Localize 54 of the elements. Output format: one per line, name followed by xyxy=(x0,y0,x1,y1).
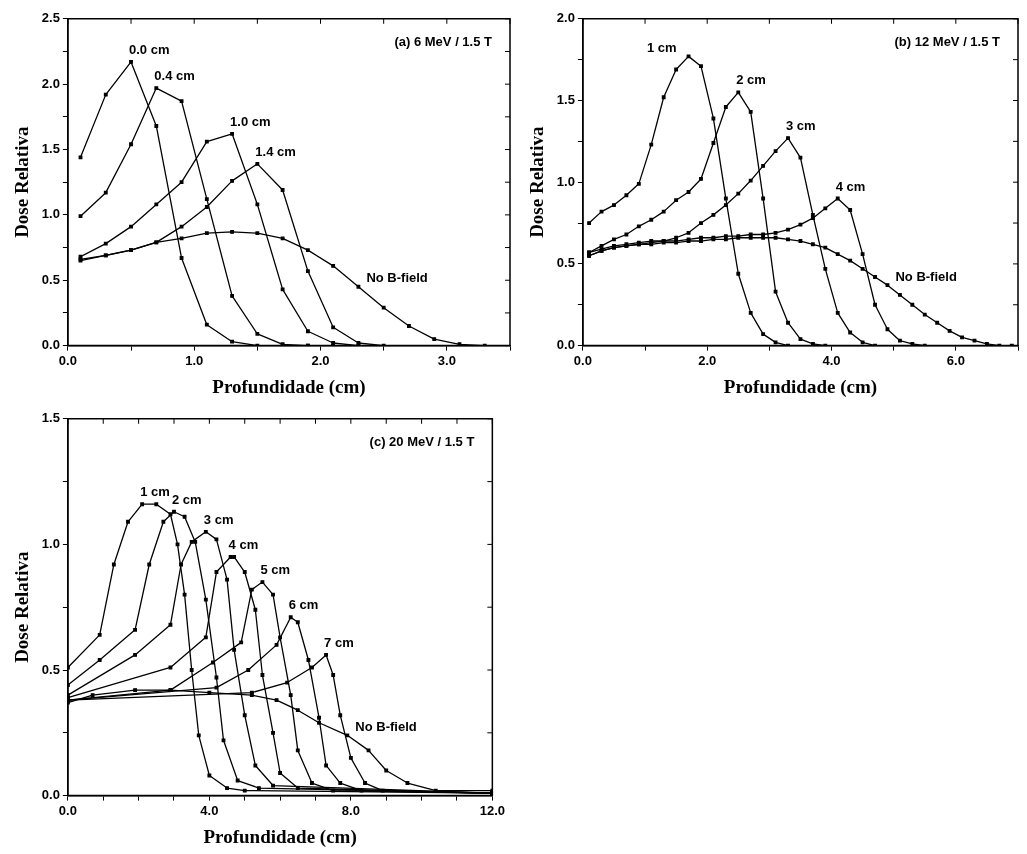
x-tick-label: 8.0 xyxy=(341,802,360,818)
y-tick-label: 1.5 xyxy=(41,410,60,426)
x-tick-label: 1.0 xyxy=(185,352,204,368)
x-tick-label: 6.0 xyxy=(946,352,965,368)
x-tick-label: 3.0 xyxy=(437,352,456,368)
text: (c) 20 MeV / 1.5 T xyxy=(369,434,475,450)
series-label: 2 cm xyxy=(736,72,766,88)
series-label: 2 cm xyxy=(171,491,202,507)
y-tick-label: 2.0 xyxy=(41,75,60,91)
y-axis-title: Dose Relativa xyxy=(11,551,33,663)
x-tick-label: 2.0 xyxy=(311,352,330,368)
y-tick-label: 0.5 xyxy=(556,255,575,271)
series-label: 0.0 cm xyxy=(129,42,170,58)
series-label: No B-field xyxy=(355,718,417,734)
x-tick-label: 0.0 xyxy=(573,352,592,368)
y-tick-label: 0.0 xyxy=(41,337,60,353)
y-tick-label: 0.5 xyxy=(41,271,60,287)
series-label: 4 cm xyxy=(228,537,259,553)
series-label: 1 cm xyxy=(140,484,170,500)
x-tick-label: 4.0 xyxy=(200,802,219,818)
x-axis-title: Profundidade (cm) xyxy=(203,825,357,848)
x-tick-label: 0.0 xyxy=(58,802,77,818)
x-tick-label: 4.0 xyxy=(822,352,841,368)
y-tick-label: 1.0 xyxy=(41,535,60,551)
series-label: 7 cm xyxy=(324,635,354,651)
series-label: 1.4 cm xyxy=(255,143,296,159)
series-label: 1 cm xyxy=(646,39,677,55)
series-label: 5 cm xyxy=(260,562,291,578)
series-label: 4 cm xyxy=(835,178,866,194)
series-label: 3 cm xyxy=(203,511,234,527)
y-tick-label: 1.0 xyxy=(41,206,60,222)
series-label: 6 cm xyxy=(288,597,319,613)
x-axis-title: Profundidade (cm) xyxy=(723,375,878,398)
y-tick-label: 2.5 xyxy=(41,10,60,26)
y-tick-label: 1.0 xyxy=(556,173,575,189)
y-axis-title: Dose Relativa xyxy=(526,126,548,238)
series-label: 0.4 cm xyxy=(154,68,195,84)
y-tick-label: 2.0 xyxy=(556,10,575,26)
series-label: 3 cm xyxy=(786,118,816,134)
x-tick-label: 2.0 xyxy=(698,352,717,368)
y-tick-label: 0.5 xyxy=(41,661,60,677)
y-axis-title: Dose Relativa xyxy=(11,126,33,238)
text: (b) 12 MeV / 1.5 T xyxy=(894,34,1001,50)
y-tick-label: 1.5 xyxy=(41,141,60,157)
x-tick-label: 0.0 xyxy=(58,352,77,368)
series-label: No B-field xyxy=(895,268,957,284)
text: (a) 6 MeV / 1.5 T xyxy=(394,34,493,50)
series-label: 1.0 cm xyxy=(230,113,271,129)
x-axis-title: Profundidade (cm) xyxy=(212,375,366,398)
y-tick-label: 1.5 xyxy=(556,92,575,108)
y-tick-label: 0.0 xyxy=(556,337,575,353)
series-label: No B-field xyxy=(366,270,428,286)
y-tick-label: 0.0 xyxy=(41,787,60,803)
x-tick-label: 12.0 xyxy=(479,802,506,818)
